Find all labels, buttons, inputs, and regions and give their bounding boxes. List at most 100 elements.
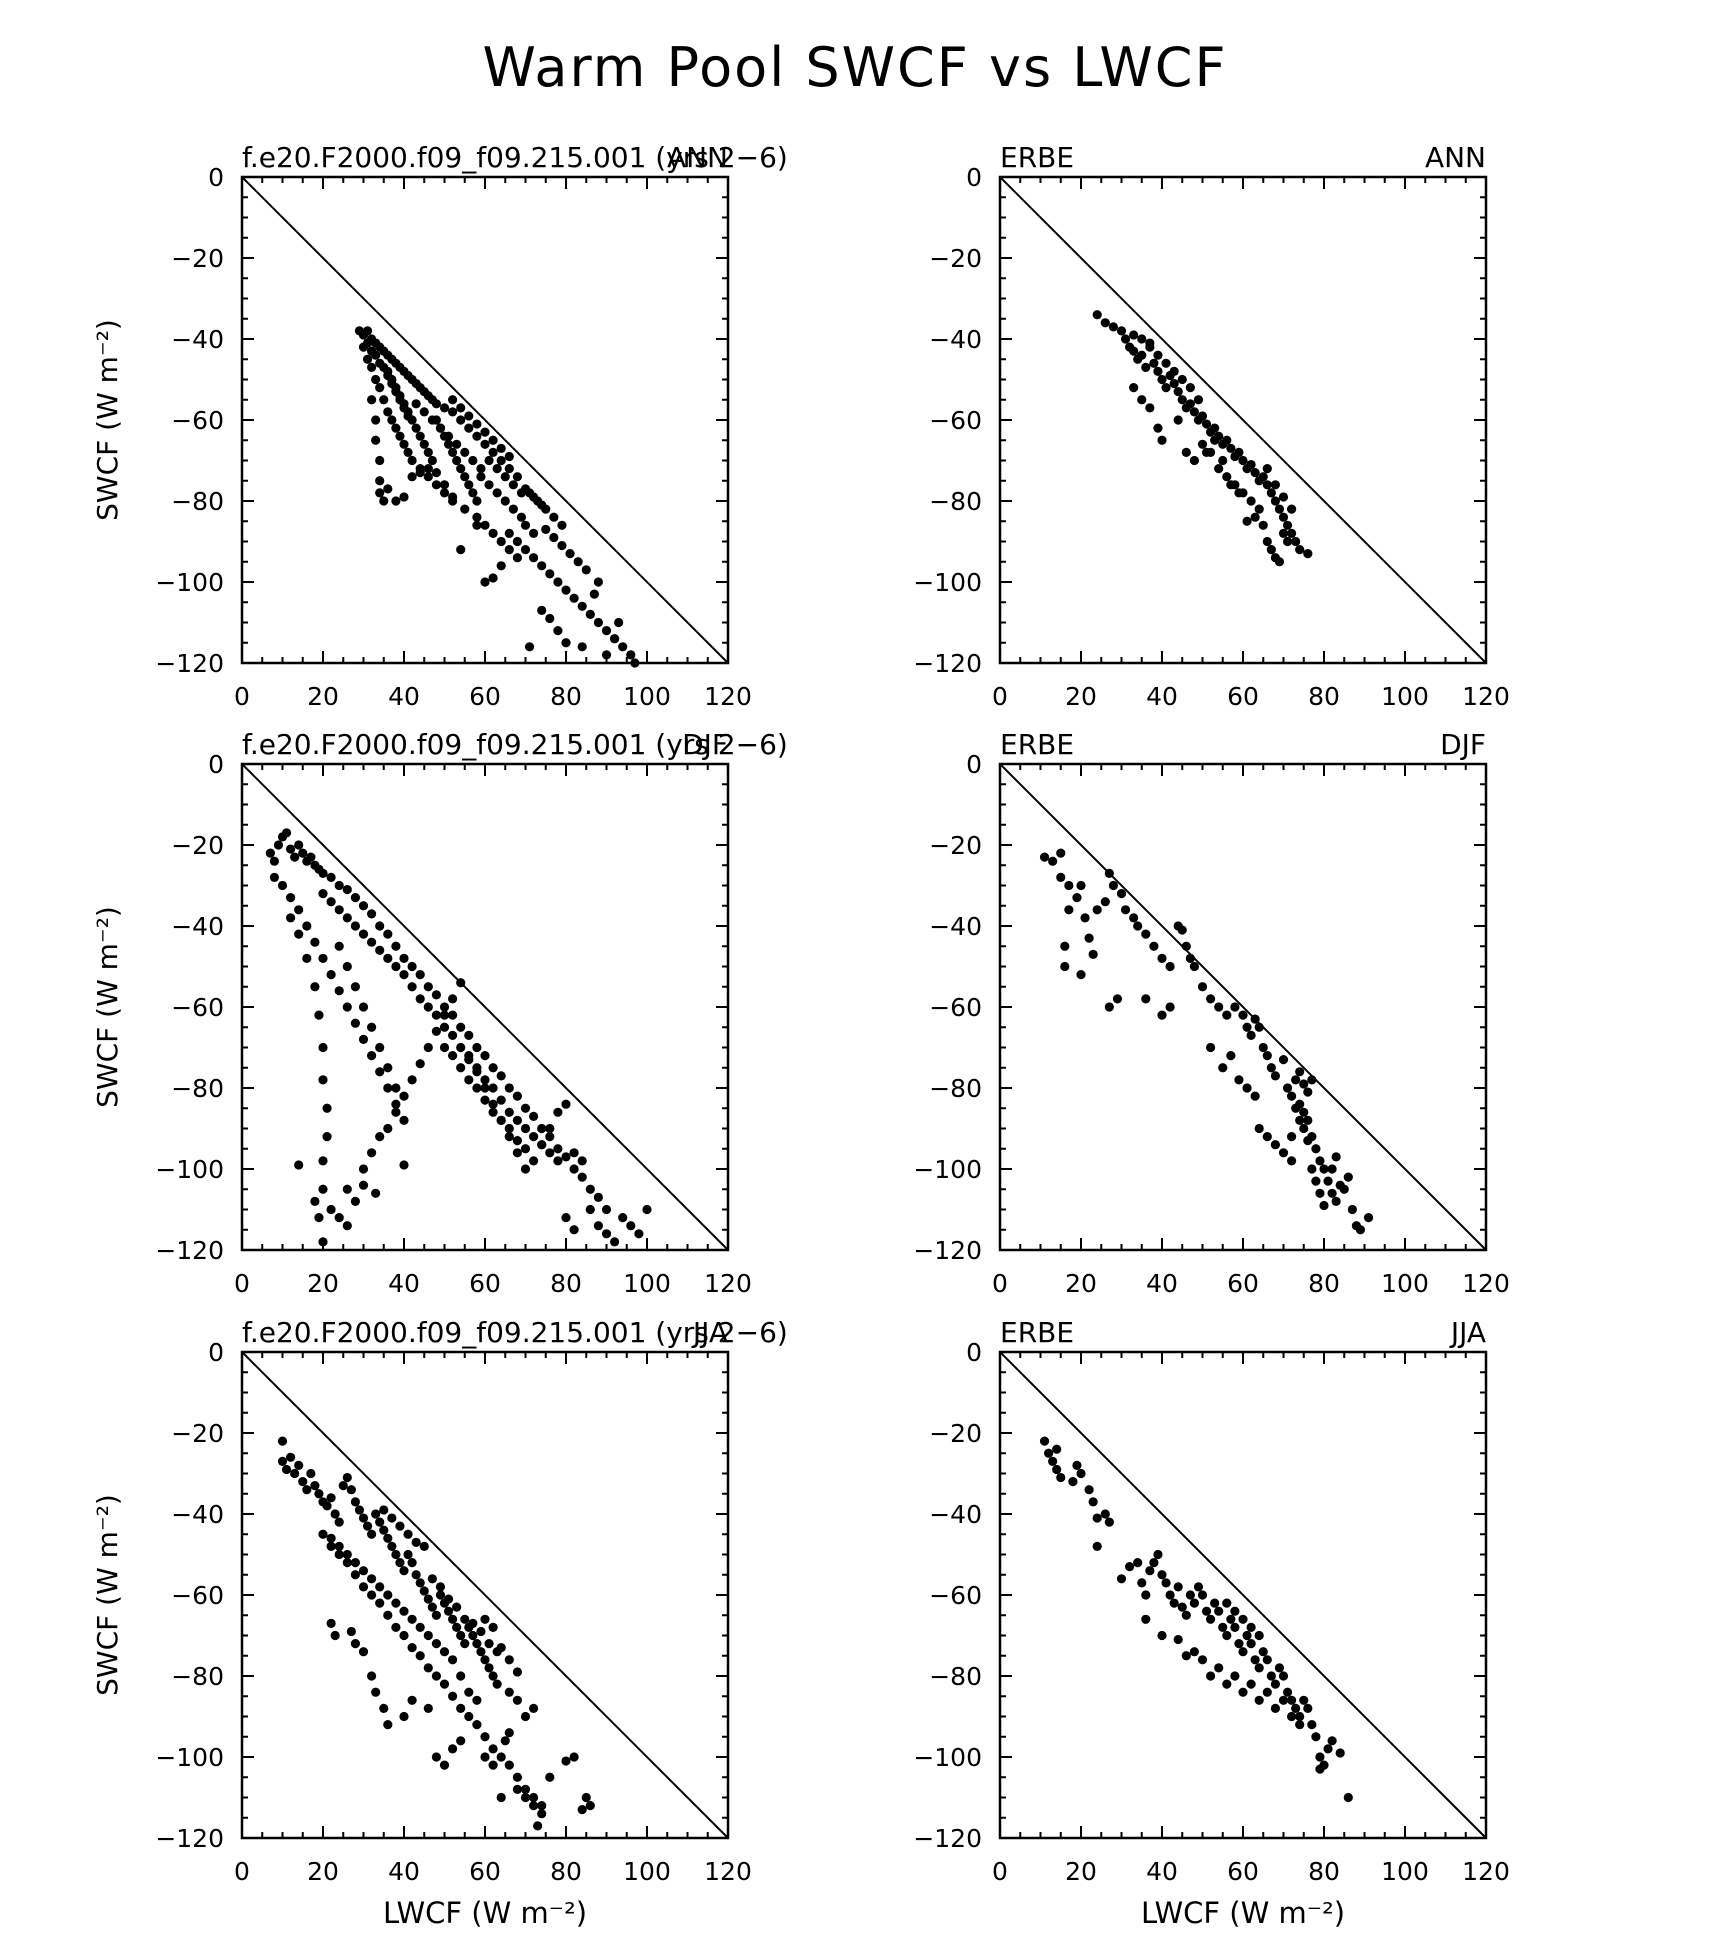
data-point	[1230, 1671, 1240, 1681]
panel-obs-DJF: 0 20 40 60 80 100 120 0 −20 −40 −60 −80 −100 −120 ERBE…	[913, 728, 1510, 1298]
data-point	[431, 1610, 441, 1620]
data-point	[529, 1801, 539, 1811]
data-point	[448, 1030, 458, 1040]
data-point	[358, 1034, 369, 1044]
data-point	[488, 1063, 498, 1073]
y-tick-label: −80	[929, 1074, 982, 1103]
data-point	[464, 1687, 474, 1697]
data-point	[358, 1513, 369, 1523]
data-point	[1072, 893, 1082, 903]
data-point	[512, 1784, 523, 1794]
data-point	[371, 415, 381, 425]
data-point	[1189, 1647, 1199, 1657]
data-point	[537, 561, 547, 571]
data-point	[431, 1671, 441, 1681]
data-point	[419, 407, 429, 417]
data-point	[561, 1213, 571, 1223]
data-point	[496, 1095, 506, 1105]
data-point	[399, 403, 409, 413]
data-point	[318, 1156, 328, 1166]
data-point	[298, 1477, 308, 1487]
data-point	[358, 1002, 369, 1012]
x-tick-label: 120	[1462, 1857, 1510, 1886]
data-point	[350, 1497, 360, 1507]
data-point	[541, 524, 551, 534]
data-point	[407, 961, 417, 972]
data-point	[1129, 913, 1139, 923]
data-point	[318, 1075, 328, 1085]
data-point	[439, 1760, 450, 1770]
data-point	[1039, 1436, 1050, 1446]
data-point	[383, 370, 393, 381]
data-point	[1254, 504, 1264, 514]
panel-left-label: f.e20.F2000.f09_f09.215.001 (yrs 2−6)	[242, 1316, 788, 1349]
data-point	[1250, 1655, 1260, 1665]
data-point	[1295, 1115, 1305, 1125]
data-point	[488, 528, 498, 539]
data-point	[310, 1196, 320, 1206]
data-point	[1319, 1164, 1329, 1174]
data-point	[456, 1022, 466, 1032]
data-point	[334, 1517, 344, 1527]
data-point	[1153, 366, 1163, 376]
data-point	[452, 439, 462, 449]
data-point	[407, 982, 417, 992]
data-point	[1145, 338, 1155, 348]
data-point	[464, 411, 474, 421]
data-point	[314, 1213, 324, 1223]
data-point	[561, 1099, 571, 1109]
data-point	[1270, 1679, 1280, 1689]
data-point	[375, 455, 385, 466]
data-point	[1303, 1115, 1313, 1125]
reference-line	[241, 176, 729, 664]
x-tick-label: 0	[992, 1857, 1008, 1886]
data-point	[415, 1622, 425, 1632]
data-point	[545, 1772, 555, 1782]
data-point	[1347, 1204, 1357, 1215]
data-point	[294, 929, 304, 939]
data-point	[500, 496, 510, 506]
data-point	[1157, 1010, 1167, 1020]
data-point	[1145, 403, 1155, 413]
data-point	[1197, 411, 1208, 421]
x-tick-label: 60	[469, 1857, 501, 1886]
data-point	[601, 1204, 612, 1215]
data-point	[286, 913, 296, 923]
x-tick-label: 0	[992, 682, 1008, 711]
data-point	[1104, 1002, 1114, 1012]
data-point	[350, 1570, 360, 1580]
data-point	[472, 1042, 482, 1053]
data-point	[460, 1639, 470, 1649]
data-point	[431, 1010, 441, 1020]
data-point	[1303, 1087, 1313, 1097]
data-point	[1116, 889, 1127, 899]
y-tick-label: −80	[171, 1074, 224, 1103]
data-point	[512, 1695, 523, 1705]
data-point	[456, 545, 466, 555]
data-point	[1108, 880, 1118, 891]
data-point	[367, 1051, 377, 1061]
data-point	[286, 1452, 296, 1462]
data-point	[512, 1667, 523, 1677]
data-point	[330, 1509, 340, 1519]
data-point	[1165, 1002, 1175, 1012]
data-point	[367, 909, 377, 919]
data-point	[1157, 435, 1167, 445]
data-point	[500, 472, 510, 482]
data-point	[1254, 1022, 1264, 1032]
data-point	[448, 447, 458, 457]
data-point	[1052, 1464, 1062, 1475]
data-point	[1141, 994, 1151, 1004]
data-point	[569, 1752, 579, 1762]
data-point	[1088, 949, 1098, 959]
data-point	[1270, 1703, 1280, 1713]
data-point	[1327, 1188, 1337, 1198]
data-point	[1363, 1213, 1374, 1223]
data-point	[1177, 925, 1187, 935]
data-point	[1234, 1639, 1244, 1649]
y-tick-label: −20	[929, 244, 982, 273]
data-point	[375, 1582, 385, 1592]
data-point	[589, 589, 599, 599]
data-point	[371, 1509, 381, 1519]
x-tick-label: 60	[1227, 682, 1259, 711]
